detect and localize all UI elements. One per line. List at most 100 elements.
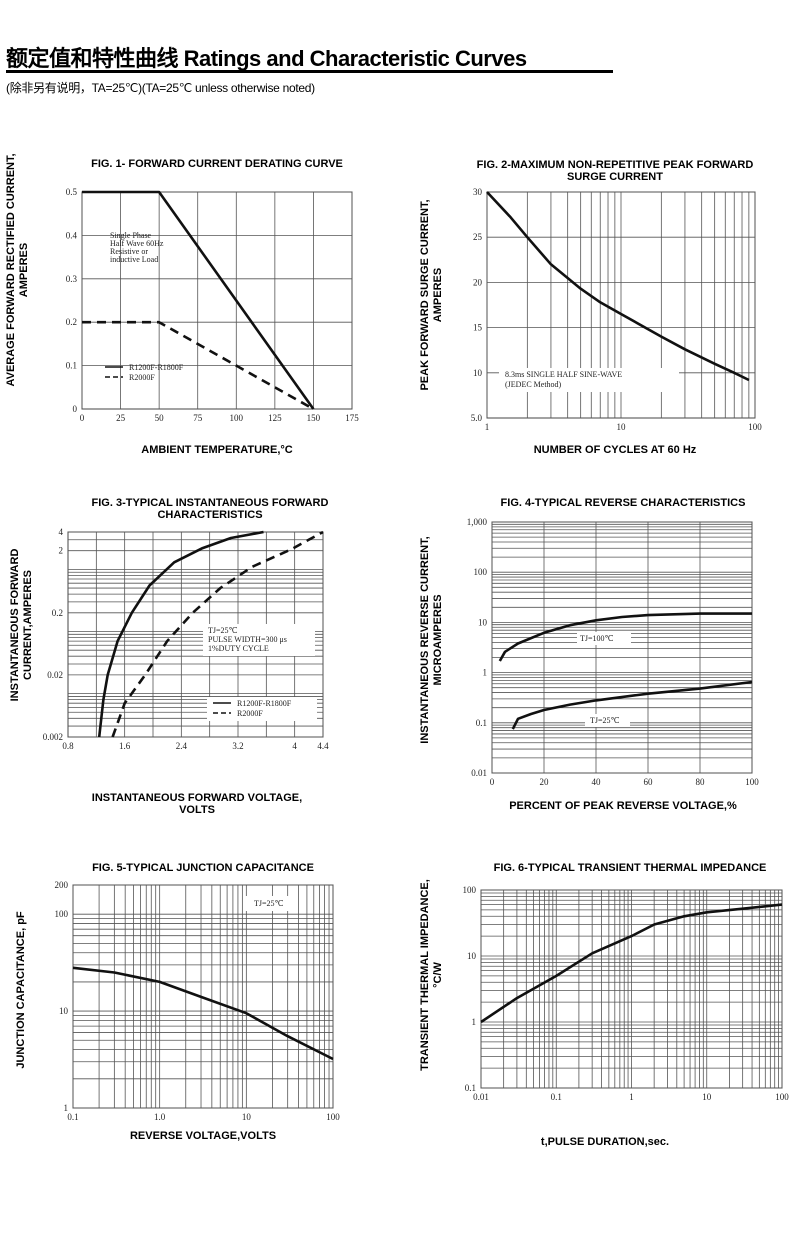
series-line-solid [72,966,334,1061]
y-tick-label: 0.1 [476,718,487,728]
y-axis-label: CURRENT,AMPERES [22,570,34,680]
x-tick-label: 4.4 [317,741,329,751]
y-tick-label: 10 [467,951,477,961]
y-axis-label: INSTANTANEOUS REVERSE CURRENT, [419,536,431,743]
legend-label: R1200F-R1800F [129,363,184,372]
annotation-bg [203,624,315,656]
x-tick-label: 150 [307,413,321,423]
y-tick-label: 200 [55,880,69,890]
annotation-text: (JEDEC Method) [505,380,562,389]
series-line-solid [486,191,750,382]
x-tick-label: 100 [326,1112,340,1122]
annotation-bg [499,368,679,392]
y-tick-label: 0.2 [66,317,77,327]
chart-fig-1: 0 25 50 75 100 125 150 175 0 0.1 0.2 0.3 0.4 0.5 FIG. … [5,153,359,456]
chart-title: FIG. 3-TYPICAL INSTANTANEOUS FORWARD [92,497,329,509]
y-axis-label: JUNCTION CAPACITANCE, pF [15,911,27,1069]
y-tick-label: 10 [59,1006,69,1016]
x-tick-label: 1.6 [119,741,131,751]
x-tick-label: 0 [490,777,495,787]
y-tick-label: 0.1 [66,361,77,371]
annotation-text: 1%DUTY CYCLE [208,644,269,653]
x-axis-label: REVERSE VOLTAGE,VOLTS [130,1130,276,1142]
y-axis-label: AMPERES [432,268,444,322]
x-tick-label: 100 [230,413,244,423]
x-tick-label: 0.01 [473,1092,489,1102]
y-axis-label: AVERAGE FORWARD RECTIFIED CURRENT, [5,153,17,386]
x-tick-label: 3.2 [232,741,243,751]
y-tick-label: 25 [473,232,483,242]
y-tick-label: 1 [472,1017,477,1027]
y-axis-label: TRANSIENT THERMAL IMPEDANCE, [419,879,431,1071]
y-tick-label: 1 [64,1103,69,1113]
plot-area [491,521,753,774]
x-tick-label: 0.1 [67,1112,78,1122]
x-axis-label: VOLTS [179,804,215,816]
chart-title: FIG. 1- FORWARD CURRENT DERATING CURVE [91,158,343,170]
chart-title: FIG. 5-TYPICAL JUNCTION CAPACITANCE [92,862,314,874]
curve-label-bg [244,896,296,911]
series-line-solid [511,680,753,730]
page-subtitle: (除非另有说明，TA=25℃)(TA=25℃ unless otherwise … [6,81,315,95]
curve-label: TJ=25℃ [254,899,284,908]
y-axis-label: MICROAMPERES [432,594,444,685]
page-title: 额定值和特性曲线 Ratings and Characteristic Curv… [6,46,527,71]
y-axis-label: AMPERES [18,243,30,297]
x-tick-label: 4 [292,741,297,751]
curve-label-bg [585,714,630,727]
x-tick-label: 100 [748,422,762,432]
chart-title: FIG. 4-TYPICAL REVERSE CHARACTERISTICS [501,497,746,509]
x-axis-label: PERCENT OF PEAK REVERSE VOLTAGE,% [509,800,737,812]
y-axis-label: PEAK FORWARD SURGE CURRENT, [419,199,431,390]
annotation-text: inductive Load [110,255,158,264]
y-tick-label: 30 [473,187,483,197]
y-axis-label: °C/W [432,961,444,987]
y-tick-label: 0.1 [465,1083,476,1093]
series-line-solid [480,903,783,1024]
y-tick-label: 0.002 [43,732,63,742]
x-tick-label: 0.8 [62,741,74,751]
x-tick-label: 1.0 [154,1112,166,1122]
x-tick-label: 80 [696,777,706,787]
y-tick-label: 0.02 [47,670,63,680]
chart-fig-4: 0 20 40 60 80 100 0.01 0.1 1 10 100 1,000 FIG. 4-TYP… [419,497,759,812]
x-tick-label: 1 [485,422,490,432]
y-tick-label: 0 [73,404,78,414]
x-tick-label: 100 [745,777,759,787]
y-tick-label: 4 [59,527,64,537]
chart-title: CHARACTERISTICS [157,509,262,521]
x-tick-label: 0.1 [551,1092,562,1102]
x-tick-label: 50 [155,413,165,423]
title-divider [6,70,613,73]
x-tick-label: 1 [629,1092,634,1102]
y-tick-label: 0.2 [52,608,63,618]
curve-label-bg [577,632,631,645]
y-tick-label: 0.3 [66,274,78,284]
x-tick-label: 100 [775,1092,789,1102]
y-tick-label: 5.0 [471,413,483,423]
x-tick-label: 125 [268,413,282,423]
curve-label: TJ=25℃ [590,716,620,725]
x-tick-label: 2.4 [176,741,188,751]
y-tick-label: 10 [478,617,488,627]
annotation-text: Resistive or [110,247,148,256]
y-tick-label: 15 [473,323,483,333]
x-tick-label: 60 [644,777,654,787]
annotation-text: Single Phase [110,231,152,240]
series-line-dashed [111,530,324,738]
series-line-dashed [82,320,315,411]
chart-title: FIG. 2-MAXIMUM NON-REPETITIVE PEAK FORWA… [477,159,754,171]
y-tick-label: 100 [55,909,69,919]
series-line-solid [82,190,315,410]
plot-area [81,191,353,410]
x-axis-label: NUMBER OF CYCLES AT 60 Hz [534,444,697,456]
x-tick-label: 10 [242,1112,252,1122]
annotation-text: TJ=25℃ [208,626,238,635]
legend-label: R2000F [237,709,263,718]
series-line-solid [498,612,752,662]
y-tick-label: 1,000 [467,517,488,527]
legend-label: R1200F-R1800F [237,699,292,708]
y-tick-label: 10 [473,368,483,378]
annotation-text: Half Wave 60Hz [110,239,164,248]
